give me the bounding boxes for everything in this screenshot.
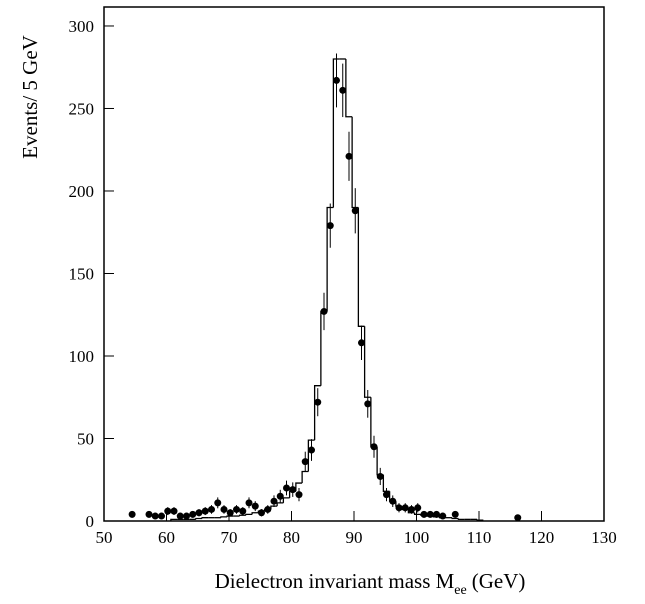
data-point xyxy=(376,472,384,480)
data-point xyxy=(128,510,136,518)
data-point xyxy=(151,512,159,520)
x-label-unit: (GeV) xyxy=(472,569,526,593)
data-point xyxy=(420,510,428,518)
histogram-step xyxy=(220,516,228,518)
plot-frame xyxy=(103,6,605,522)
data-point xyxy=(339,86,347,94)
data-point xyxy=(408,505,415,513)
data-point xyxy=(358,339,365,347)
histogram-step xyxy=(301,470,309,484)
data-point xyxy=(351,207,359,215)
data-point xyxy=(383,491,390,499)
data-point xyxy=(283,484,290,492)
data-point xyxy=(233,505,240,513)
data-point xyxy=(433,510,440,518)
data-point xyxy=(214,499,222,507)
y-tick-label: 250 xyxy=(69,99,95,118)
data-point xyxy=(314,398,322,406)
histogram-step xyxy=(363,326,371,398)
data-point xyxy=(195,509,203,517)
histogram-step xyxy=(245,513,253,516)
data-point xyxy=(333,76,340,84)
x-tick-label: 70 xyxy=(221,528,238,547)
data-point xyxy=(164,507,172,515)
histogram-step xyxy=(201,517,209,519)
histogram-step xyxy=(195,517,203,520)
data-point xyxy=(439,512,447,520)
data-point xyxy=(258,509,265,517)
y-tick-label: 0 xyxy=(86,512,95,531)
x-label-subscript: ee xyxy=(454,583,466,598)
data-point xyxy=(170,507,178,515)
x-tick-label: 90 xyxy=(346,528,363,547)
data-point xyxy=(239,507,247,515)
data-point xyxy=(264,505,272,513)
y-axis-label: Events/ 5 GeV xyxy=(18,35,42,159)
data-point xyxy=(451,510,459,518)
data-point xyxy=(145,510,153,518)
data-point xyxy=(389,497,397,505)
data-point xyxy=(226,509,234,517)
histogram-step xyxy=(251,512,259,515)
data-point xyxy=(245,499,253,507)
data-point xyxy=(320,307,328,315)
histogram-step xyxy=(457,518,465,520)
x-tick-label: 130 xyxy=(591,528,617,547)
data-point xyxy=(401,504,409,512)
data-point xyxy=(426,510,434,518)
y-tick-label: 200 xyxy=(69,182,95,201)
data-point xyxy=(308,446,315,454)
histogram-step xyxy=(476,519,484,521)
data-point xyxy=(208,505,215,513)
data-point xyxy=(201,507,209,515)
x-tick-label: 110 xyxy=(467,528,492,547)
data-point xyxy=(270,497,278,505)
histogram-step xyxy=(357,207,365,327)
histogram-step xyxy=(238,514,246,517)
histogram-step xyxy=(413,512,421,516)
y-tick-label: 300 xyxy=(69,17,95,36)
data-point xyxy=(370,443,378,451)
x-axis-label: Dielectron invariant mass Mee (GeV) xyxy=(215,569,526,598)
y-tick-label: 150 xyxy=(69,264,95,283)
data-point xyxy=(183,512,190,520)
data-point xyxy=(220,505,228,513)
histogram-step xyxy=(326,206,334,312)
histogram-step xyxy=(332,58,340,208)
data-point xyxy=(289,486,297,494)
histogram-step xyxy=(451,517,459,520)
y-tick-label: 50 xyxy=(77,429,94,448)
data-point xyxy=(301,458,309,466)
x-tick-label: 120 xyxy=(529,528,555,547)
data-point xyxy=(514,514,522,522)
data-point xyxy=(176,512,184,520)
data-point xyxy=(364,400,372,408)
data-point xyxy=(414,504,422,512)
data-point xyxy=(158,512,165,520)
data-point xyxy=(345,152,353,160)
histogram-step xyxy=(276,502,284,507)
data-point xyxy=(326,222,334,230)
histogram-step xyxy=(282,497,290,503)
x-tick-label: 100 xyxy=(404,528,430,547)
data-point xyxy=(189,510,197,518)
data-point xyxy=(276,492,284,500)
histogram-step xyxy=(170,518,178,521)
x-tick-label: 50 xyxy=(96,528,113,547)
x-label-text: Dielectron invariant mass M xyxy=(215,569,455,593)
x-tick-label: 60 xyxy=(158,528,175,547)
data-point xyxy=(251,502,259,510)
y-tick-label: 100 xyxy=(69,347,95,366)
x-tick-label: 80 xyxy=(283,528,300,547)
histogram-step xyxy=(345,58,353,118)
data-point xyxy=(295,491,303,499)
data-point xyxy=(395,504,403,512)
histogram-step xyxy=(313,385,321,441)
